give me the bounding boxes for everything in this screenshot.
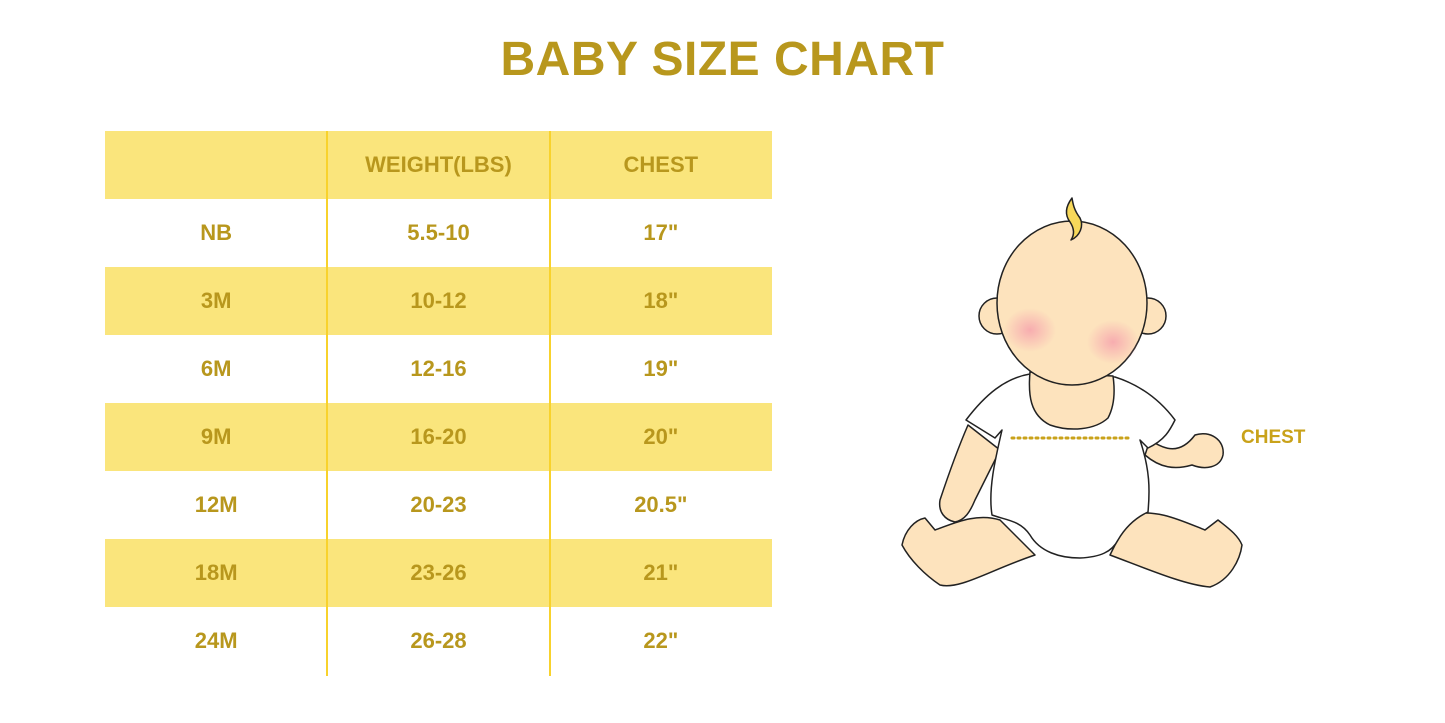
weight-cell: 26-28 [410,628,467,653]
chest-cell: 20" [643,424,679,449]
onesie [965,373,1176,559]
size-cell: 24M [194,628,238,653]
weight-cell: 10-12 [410,288,467,313]
chest-cell: 17" [643,220,679,245]
weight-cell: 5.5-10 [407,220,470,245]
size-table: WEIGHT(LBS) CHEST NB 5.5-10 17" 3M 10-12… [105,131,772,675]
header-cell [105,131,327,199]
weight-cell: 12-16 [410,356,467,381]
right-leg [1109,512,1243,588]
left-cheek-blush [1004,308,1056,352]
right-cheek-blush [1087,320,1139,364]
chest-cell: 22" [643,628,679,653]
header-cell: WEIGHT(LBS) [365,152,512,177]
left-leg [901,516,1036,587]
table-row: 9M 16-20 20" [105,403,772,471]
table-row: 6M 12-16 19" [105,335,772,403]
table-row: 3M 10-12 18" [105,267,772,335]
neck [1028,371,1115,430]
table-row: 18M 23-26 21" [105,539,772,607]
table-row: 24M 26-28 22" [105,607,772,675]
size-cell: 18M [194,560,238,585]
right-arm [1144,433,1224,469]
table-header-row: WEIGHT(LBS) CHEST [105,131,772,199]
left-arm [938,424,1001,523]
table-row: NB 5.5-10 17" [105,199,772,267]
chest-label: CHEST [1241,427,1306,448]
weight-cell: 20-23 [410,492,467,517]
chest-cell: 18" [643,288,679,313]
column-divider [326,131,328,676]
size-cell: NB [200,220,233,245]
chest-cell: 20.5" [634,492,688,517]
baby-illustration [901,197,1243,588]
column-divider [549,131,551,676]
size-cell: 12M [194,492,238,517]
weight-cell: 23-26 [410,560,467,585]
weight-cell: 16-20 [410,424,467,449]
size-cell: 6M [200,356,232,381]
page-title: BABY SIZE CHART [500,33,945,86]
table-row: 12M 20-23 20.5" [105,471,772,539]
size-cell: 3M [200,288,232,313]
hair-curl [1065,197,1083,241]
size-cell: 9M [200,424,232,449]
chest-cell: 21" [643,560,679,585]
chest-cell: 19" [643,356,679,381]
header-cell: CHEST [623,152,699,177]
